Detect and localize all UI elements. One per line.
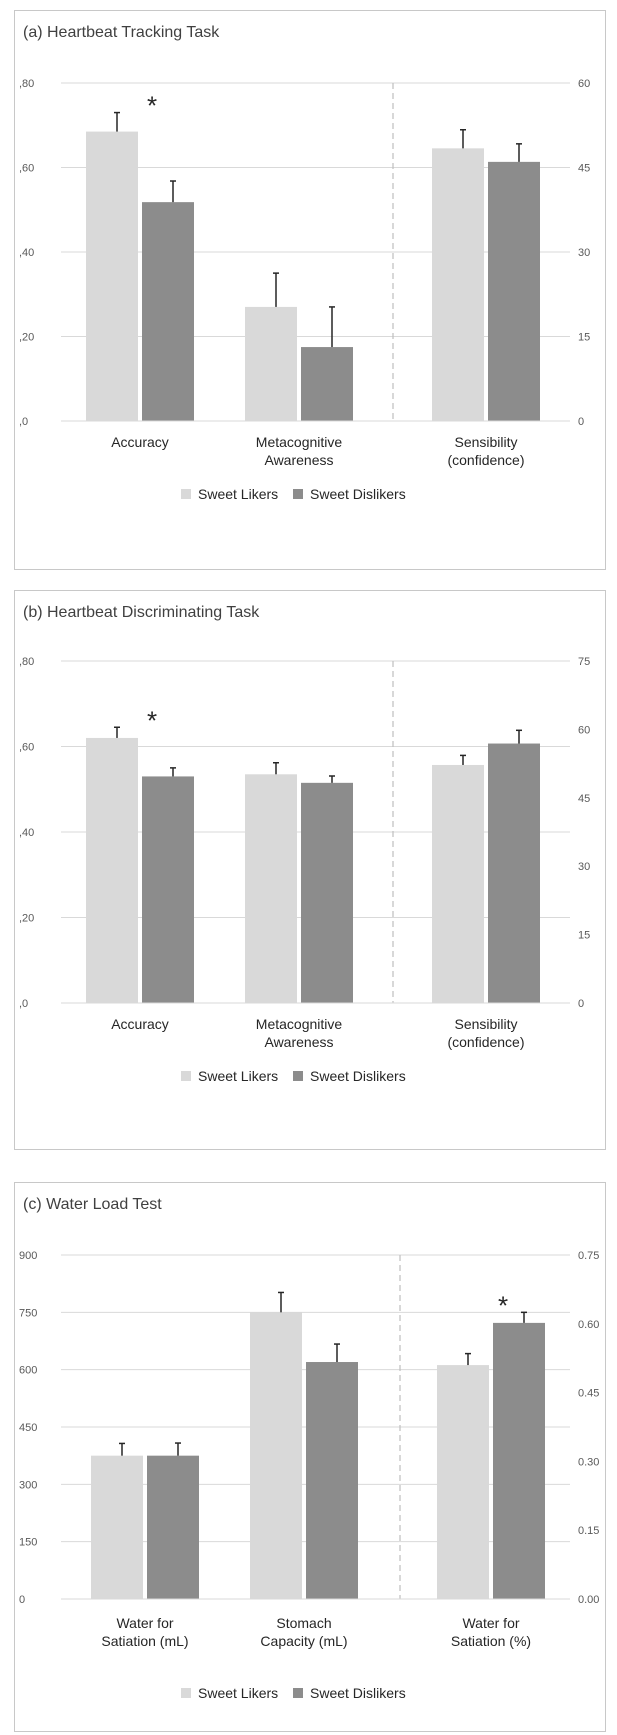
legend-label-sweet-likers: Sweet Likers	[198, 1068, 278, 1084]
right-tick-label: 45	[578, 793, 590, 805]
bar-sweet-dislikers	[493, 1322, 545, 1599]
significance-marker: *	[147, 705, 157, 735]
legend-swatch-sweet-dislikers	[293, 489, 303, 499]
category-label: Metacognitive	[256, 1016, 343, 1032]
chart-panel-a: (a) Heartbeat Tracking Task ,0 ,20 ,40 ,60 ,8…	[14, 10, 606, 570]
left-tick-label: ,20	[19, 913, 34, 925]
bar-sweet-dislikers	[142, 776, 194, 1003]
right-tick-label: 30	[578, 861, 590, 873]
bar-sweet-likers	[432, 764, 484, 1003]
bar-sweet-likers	[250, 1312, 302, 1599]
left-tick-label: 450	[19, 1422, 37, 1434]
right-tick-label: 0.75	[578, 1250, 599, 1262]
legend-label-sweet-likers: Sweet Likers	[198, 1685, 278, 1701]
category-label: Awareness	[264, 1034, 333, 1050]
category-label: Awareness	[264, 452, 333, 468]
left-tick-label: 300	[19, 1479, 37, 1491]
legend-swatch-sweet-dislikers	[293, 1071, 303, 1081]
category-label: Accuracy	[111, 1016, 169, 1032]
right-tick-label: 0.15	[578, 1525, 599, 1537]
category-label: Metacognitive	[256, 434, 343, 450]
category-label: Satiation (mL)	[101, 1633, 188, 1649]
bar-sweet-dislikers	[301, 347, 353, 421]
bar-sweet-dislikers	[306, 1362, 358, 1599]
significance-marker: *	[147, 91, 157, 121]
bar-sweet-dislikers	[488, 161, 540, 421]
right-tick-label: 0	[578, 998, 584, 1010]
left-tick-label: ,40	[19, 247, 34, 259]
left-tick-label: ,0	[19, 416, 28, 428]
right-tick-label: 60	[578, 724, 590, 736]
left-tick-label: ,20	[19, 332, 34, 344]
right-tick-label: 0.45	[578, 1388, 599, 1400]
legend-label-sweet-dislikers: Sweet Dislikers	[310, 1685, 406, 1701]
chart-svg-a: (a) Heartbeat Tracking Task ,0 ,20 ,40 ,60 ,8…	[19, 24, 590, 502]
chart-title: (c) Water Load Test	[23, 1196, 162, 1213]
left-tick-label: ,40	[19, 827, 34, 839]
category-label: Water for	[116, 1615, 173, 1631]
legend-swatch-sweet-likers	[181, 489, 191, 499]
category-label: Sensibility	[454, 1016, 517, 1032]
significance-marker: *	[498, 1290, 508, 1320]
legend-swatch-sweet-likers	[181, 1688, 191, 1698]
right-tick-label: 0.60	[578, 1319, 599, 1331]
left-tick-label: ,60	[19, 163, 34, 175]
right-tick-label: 15	[578, 930, 590, 942]
chart-title: (a) Heartbeat Tracking Task	[23, 24, 220, 41]
bar-sweet-likers	[91, 1455, 143, 1599]
category-label: Satiation (%)	[451, 1633, 531, 1649]
legend-label-sweet-dislikers: Sweet Dislikers	[310, 1068, 406, 1084]
right-tick-label: 15	[578, 332, 590, 344]
bar-sweet-dislikers	[301, 782, 353, 1003]
right-tick-label: 60	[578, 78, 590, 90]
legend-swatch-sweet-dislikers	[293, 1688, 303, 1698]
legend-label-sweet-likers: Sweet Likers	[198, 486, 278, 502]
left-tick-label: 0	[19, 1594, 25, 1606]
left-tick-label: 750	[19, 1307, 37, 1319]
legend-label-sweet-dislikers: Sweet Dislikers	[310, 486, 406, 502]
left-tick-label: ,80	[19, 656, 34, 668]
chart-svg-c: (c) Water Load Test 0 150 300 450 600 750 900 0.…	[19, 1196, 599, 1701]
bar-sweet-dislikers	[147, 1455, 199, 1599]
category-label: Accuracy	[111, 434, 169, 450]
chart-panel-b: (b) Heartbeat Discriminating Task ,0 ,20 ,4…	[14, 590, 606, 1150]
bar-sweet-likers	[86, 737, 138, 1003]
left-tick-label: 600	[19, 1365, 37, 1377]
right-tick-label: 30	[578, 247, 590, 259]
right-tick-label: 0	[578, 416, 584, 428]
chart-svg-b: (b) Heartbeat Discriminating Task ,0 ,20 ,4…	[19, 604, 590, 1084]
bar-sweet-likers	[432, 148, 484, 421]
bar-sweet-likers	[437, 1365, 489, 1599]
left-tick-label: 900	[19, 1250, 37, 1262]
category-label: Capacity (mL)	[260, 1633, 347, 1649]
bar-sweet-likers	[245, 306, 297, 421]
chart-panel-c: (c) Water Load Test 0 150 300 450 600 750 900 0.…	[14, 1182, 606, 1732]
bar-sweet-dislikers	[142, 202, 194, 421]
category-label: (confidence)	[447, 452, 524, 468]
chart-title: (b) Heartbeat Discriminating Task	[23, 604, 260, 621]
left-tick-label: ,80	[19, 78, 34, 90]
right-tick-label: 75	[578, 656, 590, 668]
left-tick-label: 150	[19, 1537, 37, 1549]
bar-sweet-likers	[245, 774, 297, 1003]
left-tick-label: ,0	[19, 998, 28, 1010]
category-label: Sensibility	[454, 434, 517, 450]
right-tick-label: 45	[578, 163, 590, 175]
bar-sweet-dislikers	[488, 743, 540, 1003]
category-label: (confidence)	[447, 1034, 524, 1050]
category-label: Stomach	[276, 1615, 331, 1631]
right-tick-label: 0.00	[578, 1594, 599, 1606]
right-tick-label: 0.30	[578, 1456, 599, 1468]
bar-sweet-likers	[86, 131, 138, 421]
left-tick-label: ,60	[19, 742, 34, 754]
category-label: Water for	[462, 1615, 519, 1631]
legend-swatch-sweet-likers	[181, 1071, 191, 1081]
